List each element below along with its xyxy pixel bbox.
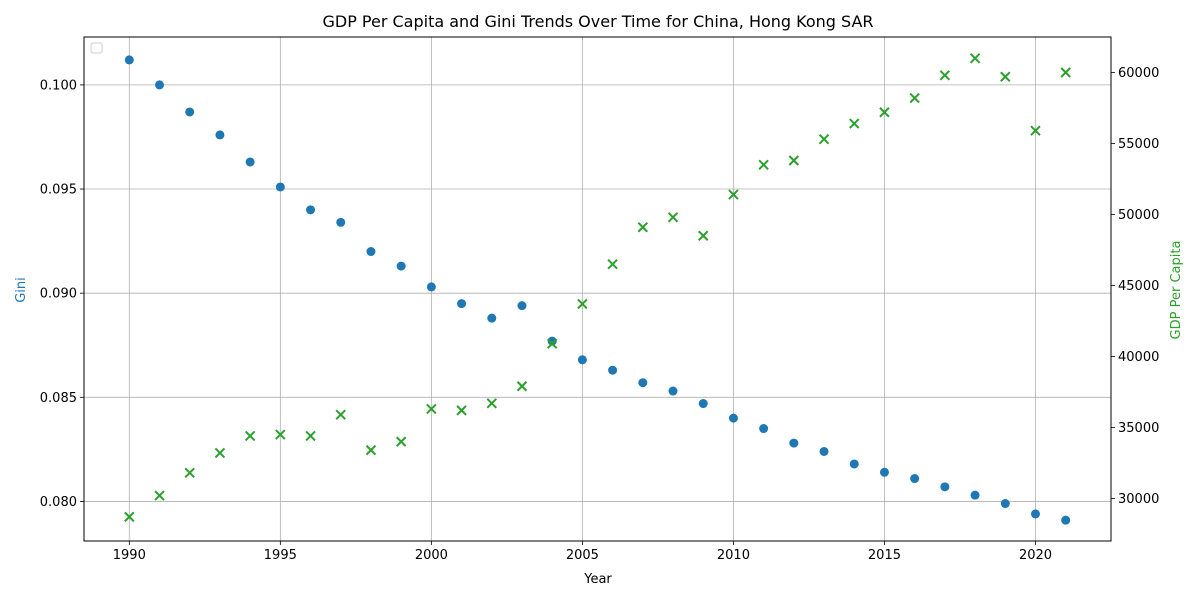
- y-right-tick-label: 45000: [1118, 279, 1159, 294]
- gini-point: [970, 490, 980, 500]
- gdp-point: [124, 511, 135, 523]
- gini-point: [457, 299, 467, 309]
- gdp-point: [335, 409, 346, 420]
- data-points: [124, 53, 1071, 525]
- gini-point: [124, 55, 134, 65]
- gini-point: [336, 217, 346, 227]
- gini-point: [245, 157, 255, 167]
- chart-title: GDP Per Capita and Gini Trends Over Time…: [322, 12, 873, 31]
- gdp-point: [909, 92, 920, 104]
- gdp-point: [305, 430, 316, 442]
- plot-frame: [83, 36, 1112, 542]
- gdp-point: [698, 230, 709, 241]
- gini-point: [215, 130, 225, 140]
- x-tick-label: 2020: [1019, 548, 1052, 563]
- gini-point: [396, 261, 406, 271]
- gini-point: [759, 424, 769, 434]
- gdp-point: [849, 118, 860, 129]
- gini-point: [185, 107, 195, 117]
- gdp-point: [214, 447, 226, 459]
- y-right-tick-label: 55000: [1118, 137, 1159, 152]
- gini-point: [879, 467, 889, 477]
- y-axis-left-label: Gini: [14, 277, 29, 303]
- gdp-point: [1030, 125, 1041, 136]
- x-axis-label: Year: [583, 572, 612, 587]
- gini-point: [487, 313, 497, 323]
- x-tick-label: 2005: [566, 548, 599, 563]
- y-left-tick-label: 0.100: [40, 78, 77, 93]
- gini-point: [1061, 515, 1071, 525]
- y-right-tick-label: 35000: [1118, 421, 1159, 436]
- y-left-tick-label: 0.090: [40, 287, 77, 302]
- y-axis-right-label: GDP Per Capita: [1169, 241, 1184, 340]
- gdp-point: [758, 159, 769, 170]
- gdp-point: [788, 155, 800, 166]
- y-left-tick-label: 0.080: [40, 495, 77, 510]
- gdp-point: [365, 444, 377, 456]
- y-left-tick-label: 0.085: [40, 391, 77, 406]
- gdp-point: [154, 490, 165, 501]
- gini-point: [366, 247, 376, 257]
- gdp-point: [244, 430, 256, 442]
- gdp-point: [818, 134, 830, 145]
- gini-point: [819, 446, 829, 456]
- grid-lines: [84, 37, 1111, 541]
- axes: 1990 1995 2000 2005 2010 2015 2020 0.080 0.085 0.…: [40, 66, 1160, 563]
- gini-point: [517, 301, 527, 311]
- gini-point: [306, 205, 316, 215]
- gini-point: [849, 459, 859, 469]
- gdp-point: [577, 298, 588, 310]
- gdp-point: [637, 222, 649, 233]
- y-right-tick-label: 30000: [1118, 492, 1159, 507]
- x-tick-label: 1995: [264, 548, 297, 563]
- y-right-tick-label: 60000: [1118, 66, 1159, 81]
- gdp-point: [516, 381, 528, 392]
- gini-point: [1000, 499, 1010, 509]
- gini-point: [789, 438, 799, 448]
- x-tick-label: 2000: [415, 548, 448, 563]
- gini-point: [547, 336, 557, 346]
- gdp-point: [607, 258, 618, 270]
- gini-point: [728, 413, 738, 423]
- gdp-point: [1060, 67, 1071, 78]
- y-right-tick-label: 50000: [1118, 208, 1159, 223]
- gini-point: [638, 378, 648, 388]
- legend-box: [90, 42, 103, 54]
- gdp-point: [879, 107, 890, 118]
- gdp-point: [667, 212, 679, 223]
- gdp-point: [426, 403, 437, 415]
- gdp-point: [728, 189, 739, 200]
- gdp-point: [1000, 71, 1011, 82]
- x-tick-label: 2015: [868, 548, 901, 563]
- gini-point: [608, 365, 618, 375]
- gdp-point: [486, 398, 497, 409]
- gini-point: [577, 355, 587, 365]
- gdp-point: [546, 338, 558, 349]
- x-tick-label: 2010: [717, 548, 750, 563]
- gdp-point: [939, 70, 951, 81]
- gdp-point: [456, 405, 467, 416]
- gini-point: [910, 474, 920, 484]
- gini-point: [698, 399, 708, 409]
- gini-point: [275, 182, 285, 192]
- gdp-point: [275, 429, 286, 440]
- gdp-point: [969, 53, 981, 64]
- gini-point: [940, 482, 950, 492]
- y-right-tick-label: 40000: [1118, 350, 1159, 365]
- gdp-point: [184, 467, 195, 479]
- y-left-tick-label: 0.095: [40, 183, 77, 198]
- gini-point: [668, 386, 678, 396]
- x-tick-label: 1990: [113, 548, 146, 563]
- gdp-point: [395, 436, 407, 447]
- gini-point: [1030, 509, 1040, 519]
- gini-point: [426, 282, 436, 292]
- gini-point: [155, 80, 165, 90]
